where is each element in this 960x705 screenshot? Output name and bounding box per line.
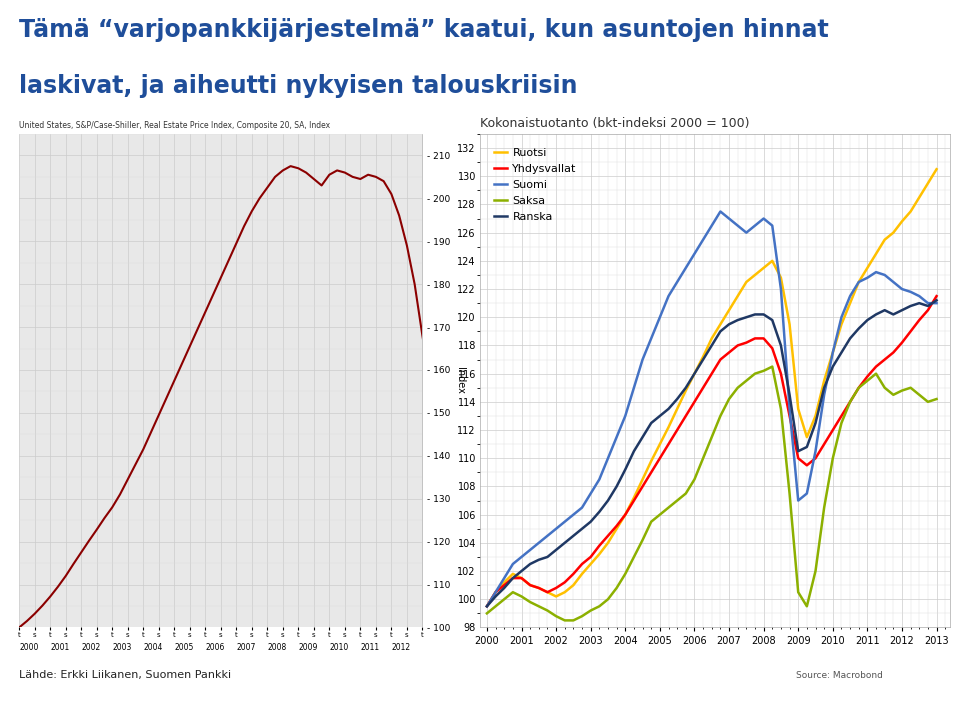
Saksa [757,367,769,375]
Ruotsi [749,271,760,279]
Text: 2011: 2011 [360,643,379,651]
Suomi [481,602,492,611]
Ranska [879,306,891,314]
Text: Kokonaistuotanto (bkt-indeksi 2000 = 100): Kokonaistuotanto (bkt-indeksi 2000 = 100… [480,117,750,130]
Saksa [611,584,622,592]
Text: 2008: 2008 [267,643,287,651]
Suomi [836,313,848,321]
Ranska [931,296,943,305]
Yhdysvallat [766,344,778,352]
Text: Lähde: Erkki Liikanen, Suomen Pankki: Lähde: Erkki Liikanen, Suomen Pankki [19,670,231,680]
Line: Ranska: Ranska [487,300,937,606]
Text: 2001: 2001 [50,643,69,651]
Y-axis label: Index: Index [454,367,465,394]
Ruotsi [740,278,752,286]
Text: 2006: 2006 [205,643,225,651]
Text: Source: Macrobond: Source: Macrobond [797,671,883,680]
Suomi [602,454,613,462]
Text: 2003: 2003 [112,643,132,651]
Saksa [931,395,943,403]
Suomi [749,221,760,230]
Yhdysvallat [749,334,760,343]
Saksa [749,369,760,378]
Text: 2009: 2009 [299,643,318,651]
Text: United States, S&P/Case-Shiller, Real Estate Price Index, Composite 20, SA, Inde: United States, S&P/Case-Shiller, Real Es… [19,121,330,130]
Suomi [931,299,943,307]
Text: laskivat, ja aiheutti nykyisen talouskriisin: laskivat, ja aiheutti nykyisen talouskri… [19,74,578,98]
Line: Suomi: Suomi [487,212,937,606]
Text: 2010: 2010 [329,643,348,651]
Suomi [757,214,769,223]
Yhdysvallat [879,355,891,364]
Legend: Ruotsi, Yhdysvallat, Suomi, Saksa, Ranska: Ruotsi, Yhdysvallat, Suomi, Saksa, Ransk… [491,145,580,226]
Text: Tämä “varjopankkijärjestelmä” kaatui, kun asuntojen hinnat: Tämä “varjopankkijärjestelmä” kaatui, ku… [19,18,828,42]
Saksa [766,362,778,371]
Text: 2012: 2012 [392,643,411,651]
Yhdysvallat [481,602,492,611]
Line: Ruotsi: Ruotsi [487,169,937,606]
Ruotsi [879,235,891,244]
Text: 2005: 2005 [175,643,194,651]
Ranska [766,316,778,324]
Text: 2007: 2007 [236,643,255,651]
Saksa [792,588,804,596]
Text: 2000: 2000 [19,643,38,651]
Yhdysvallat [828,426,839,434]
Ruotsi [481,602,492,611]
Suomi [775,285,786,293]
Ranska [749,310,760,319]
Ruotsi [828,348,839,357]
Yhdysvallat [602,532,613,540]
Line: Saksa: Saksa [487,367,937,620]
Ranska [828,362,839,371]
Saksa [845,398,856,406]
Saksa [783,489,795,498]
Suomi [714,207,726,216]
Yhdysvallat [740,338,752,347]
Suomi [888,278,900,286]
Ranska [740,313,752,321]
Ranska [481,602,492,611]
Saksa [559,616,570,625]
Saksa [481,609,492,618]
Ruotsi [931,165,943,173]
Yhdysvallat [931,292,943,300]
Ruotsi [602,539,613,547]
Text: 2004: 2004 [143,643,162,651]
Line: Yhdysvallat: Yhdysvallat [487,296,937,606]
Ruotsi [766,257,778,265]
Ranska [602,496,613,505]
Text: 2002: 2002 [82,643,101,651]
